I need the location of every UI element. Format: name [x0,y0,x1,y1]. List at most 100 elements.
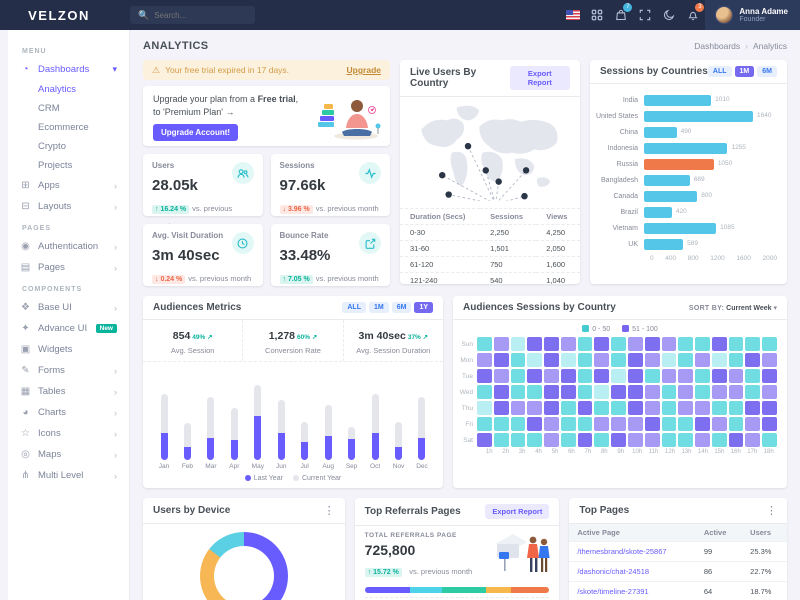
kebab-menu-icon[interactable]: ⋮ [323,505,335,517]
heatmap-cell [695,385,710,399]
range-button-6m[interactable]: 6M [757,66,777,77]
cart-button[interactable]: 7 [609,0,633,30]
metric-pct: 37% ↗ [407,334,429,341]
x-tick-label: Feb [181,463,194,470]
referrals-illustration [495,534,550,572]
active-page-link[interactable]: /themesbrand/skote-25867 [569,541,696,562]
sidebar-subitem-crm[interactable]: CRM [38,103,60,114]
range-button-6m[interactable]: 6M [391,302,412,313]
table-cell: 1,501 [480,240,537,257]
sidebar-subitem-projects[interactable]: Projects [38,160,73,171]
fullscreen-button[interactable] [633,0,657,30]
range-button-1y[interactable]: 1Y [414,302,433,313]
brand-logo[interactable]: VELZON [28,7,90,23]
heatmap-cell [477,369,492,383]
heatmap-cell [695,369,710,383]
trial-alert-text: Your free trial expired in 17 days. [165,65,290,75]
table-cell: 86 [695,561,743,582]
multi-level-icon: ⋔ [21,470,30,481]
bar: 1010 [644,94,730,106]
sidebar-item-multi-level[interactable]: ⋔ Multi Level › [8,465,129,486]
notifications-button[interactable]: 3 [681,0,705,30]
kebab-menu-icon[interactable]: ⋮ [766,505,777,517]
range-button-1m[interactable]: 1M [734,66,755,77]
map-dot [495,178,502,185]
sidebar-item-apps[interactable]: ⊞ Apps › [8,175,129,196]
bar-value-label: 800 [701,191,713,199]
sidebar-item-authentication[interactable]: ◉ Authentication › [8,236,129,257]
sidebar-item-layouts[interactable]: ⊟ Layouts › [8,196,129,217]
bar-value-label: 689 [693,175,705,183]
referral-row[interactable]: www.google.com24.58% [364,597,550,600]
sidebar-subitem-analytics[interactable]: Analytics [38,84,77,95]
x-tick-label: 16h [730,449,741,455]
heatmap-cell [661,401,677,415]
map-dot [464,142,472,150]
sidebar-item-widgets[interactable]: ▣ Widgets [8,339,129,360]
heatmap-cell [560,417,576,431]
heatmap-cell [728,353,744,367]
x-tick-label: 18h [763,449,774,455]
bar: 589 [644,238,698,250]
heatmap-cell [762,401,777,415]
heatmap-cell [678,369,694,383]
active-page-link[interactable]: /skote/timeline-27391 [569,581,696,600]
heatmap-cell [594,369,610,383]
upgrade-link[interactable]: Upgrade [346,65,381,75]
export-report-button[interactable]: Export Report [509,66,570,90]
bar-value-label: 589 [687,239,699,247]
heatmap-cell [611,337,626,351]
heatmap-cell [577,417,593,431]
active-page-link[interactable]: /dashonic/chat-24518 [569,561,696,582]
sidebar-item-forms[interactable]: ✎ Forms › [8,360,129,381]
sidebar-item-dashboards[interactable]: ◔ Dashboards ▾ [8,59,129,80]
sidebar-item-tables[interactable]: ▦ Tables › [8,381,129,402]
heatmap-cell [560,337,576,351]
sidebar-nav: MENU ◔ Dashboards ▾ Analytics CRM Ecommerce Cry… [8,40,129,486]
current-year-segment [183,422,191,447]
heatmap-cell [627,353,643,367]
chevron-icon: › [114,262,117,273]
sidebar-subitem-ecommerce[interactable]: Ecommerce [38,122,89,133]
sidebar-item-maps[interactable]: ◎ Maps › [8,444,129,465]
heatmap-cell [644,353,660,367]
range-button-1m[interactable]: 1M [368,302,389,313]
top-pages-table: Active Page Active Users /themesbrand/skot… [569,524,787,600]
export-report-button[interactable]: Export Report [485,504,550,519]
heatmap-cell [611,417,626,431]
search-input[interactable] [154,10,247,20]
table-cell: 750 [480,256,537,273]
sidebar-item-pages[interactable]: ▤ Pages › [8,257,129,278]
stat-caption: vs. previous month [188,274,252,283]
user-menu[interactable]: Anna Adame Founder [705,0,800,30]
table-header-cell: Sessions [480,208,537,225]
sidebar-subitem-crypto[interactable]: Crypto [38,141,66,152]
heatmap-cell [695,353,710,367]
dark-mode-button[interactable] [657,0,681,30]
language-flag-button[interactable] [561,0,585,30]
heatmap-cell [594,401,610,415]
heatmap-cell [611,401,626,415]
bar-value-label: 1050 [717,159,733,167]
sidebar-item-charts[interactable]: ◕ Charts › [8,402,129,423]
sidebar-item-icons[interactable]: ☆ Icons › [8,423,129,444]
apps-menu-button[interactable] [585,0,609,30]
range-button-all[interactable]: ALL [707,66,732,77]
current-year-segment [324,405,332,436]
range-button-all[interactable]: ALL [342,302,366,313]
x-tick-label: 11h [648,449,659,455]
chevron-icon: › [114,407,117,418]
last-year-segment [277,432,285,460]
global-search[interactable]: 🔍 [130,6,255,24]
upgrade-account-button[interactable]: Upgrade Account! [153,124,239,142]
sidebar-item-advance-ui[interactable]: ✦ Advance UI New [8,318,129,339]
sidebar-item-label: Pages [38,262,65,273]
heatmap-cell [510,417,526,431]
x-tick-label: 13h [681,449,692,455]
table-cell: 18.7% [742,581,787,600]
sidebar-item-base-ui[interactable]: ❖ Base UI › [8,297,129,318]
breadcrumb-item[interactable]: Analytics [752,41,787,51]
sort-by-dropdown[interactable]: SORT BY: Current Week ▾ [688,304,777,312]
breadcrumb-item[interactable]: Dashboards [694,41,741,51]
bar-row: Vietnam 1085 [594,220,777,236]
